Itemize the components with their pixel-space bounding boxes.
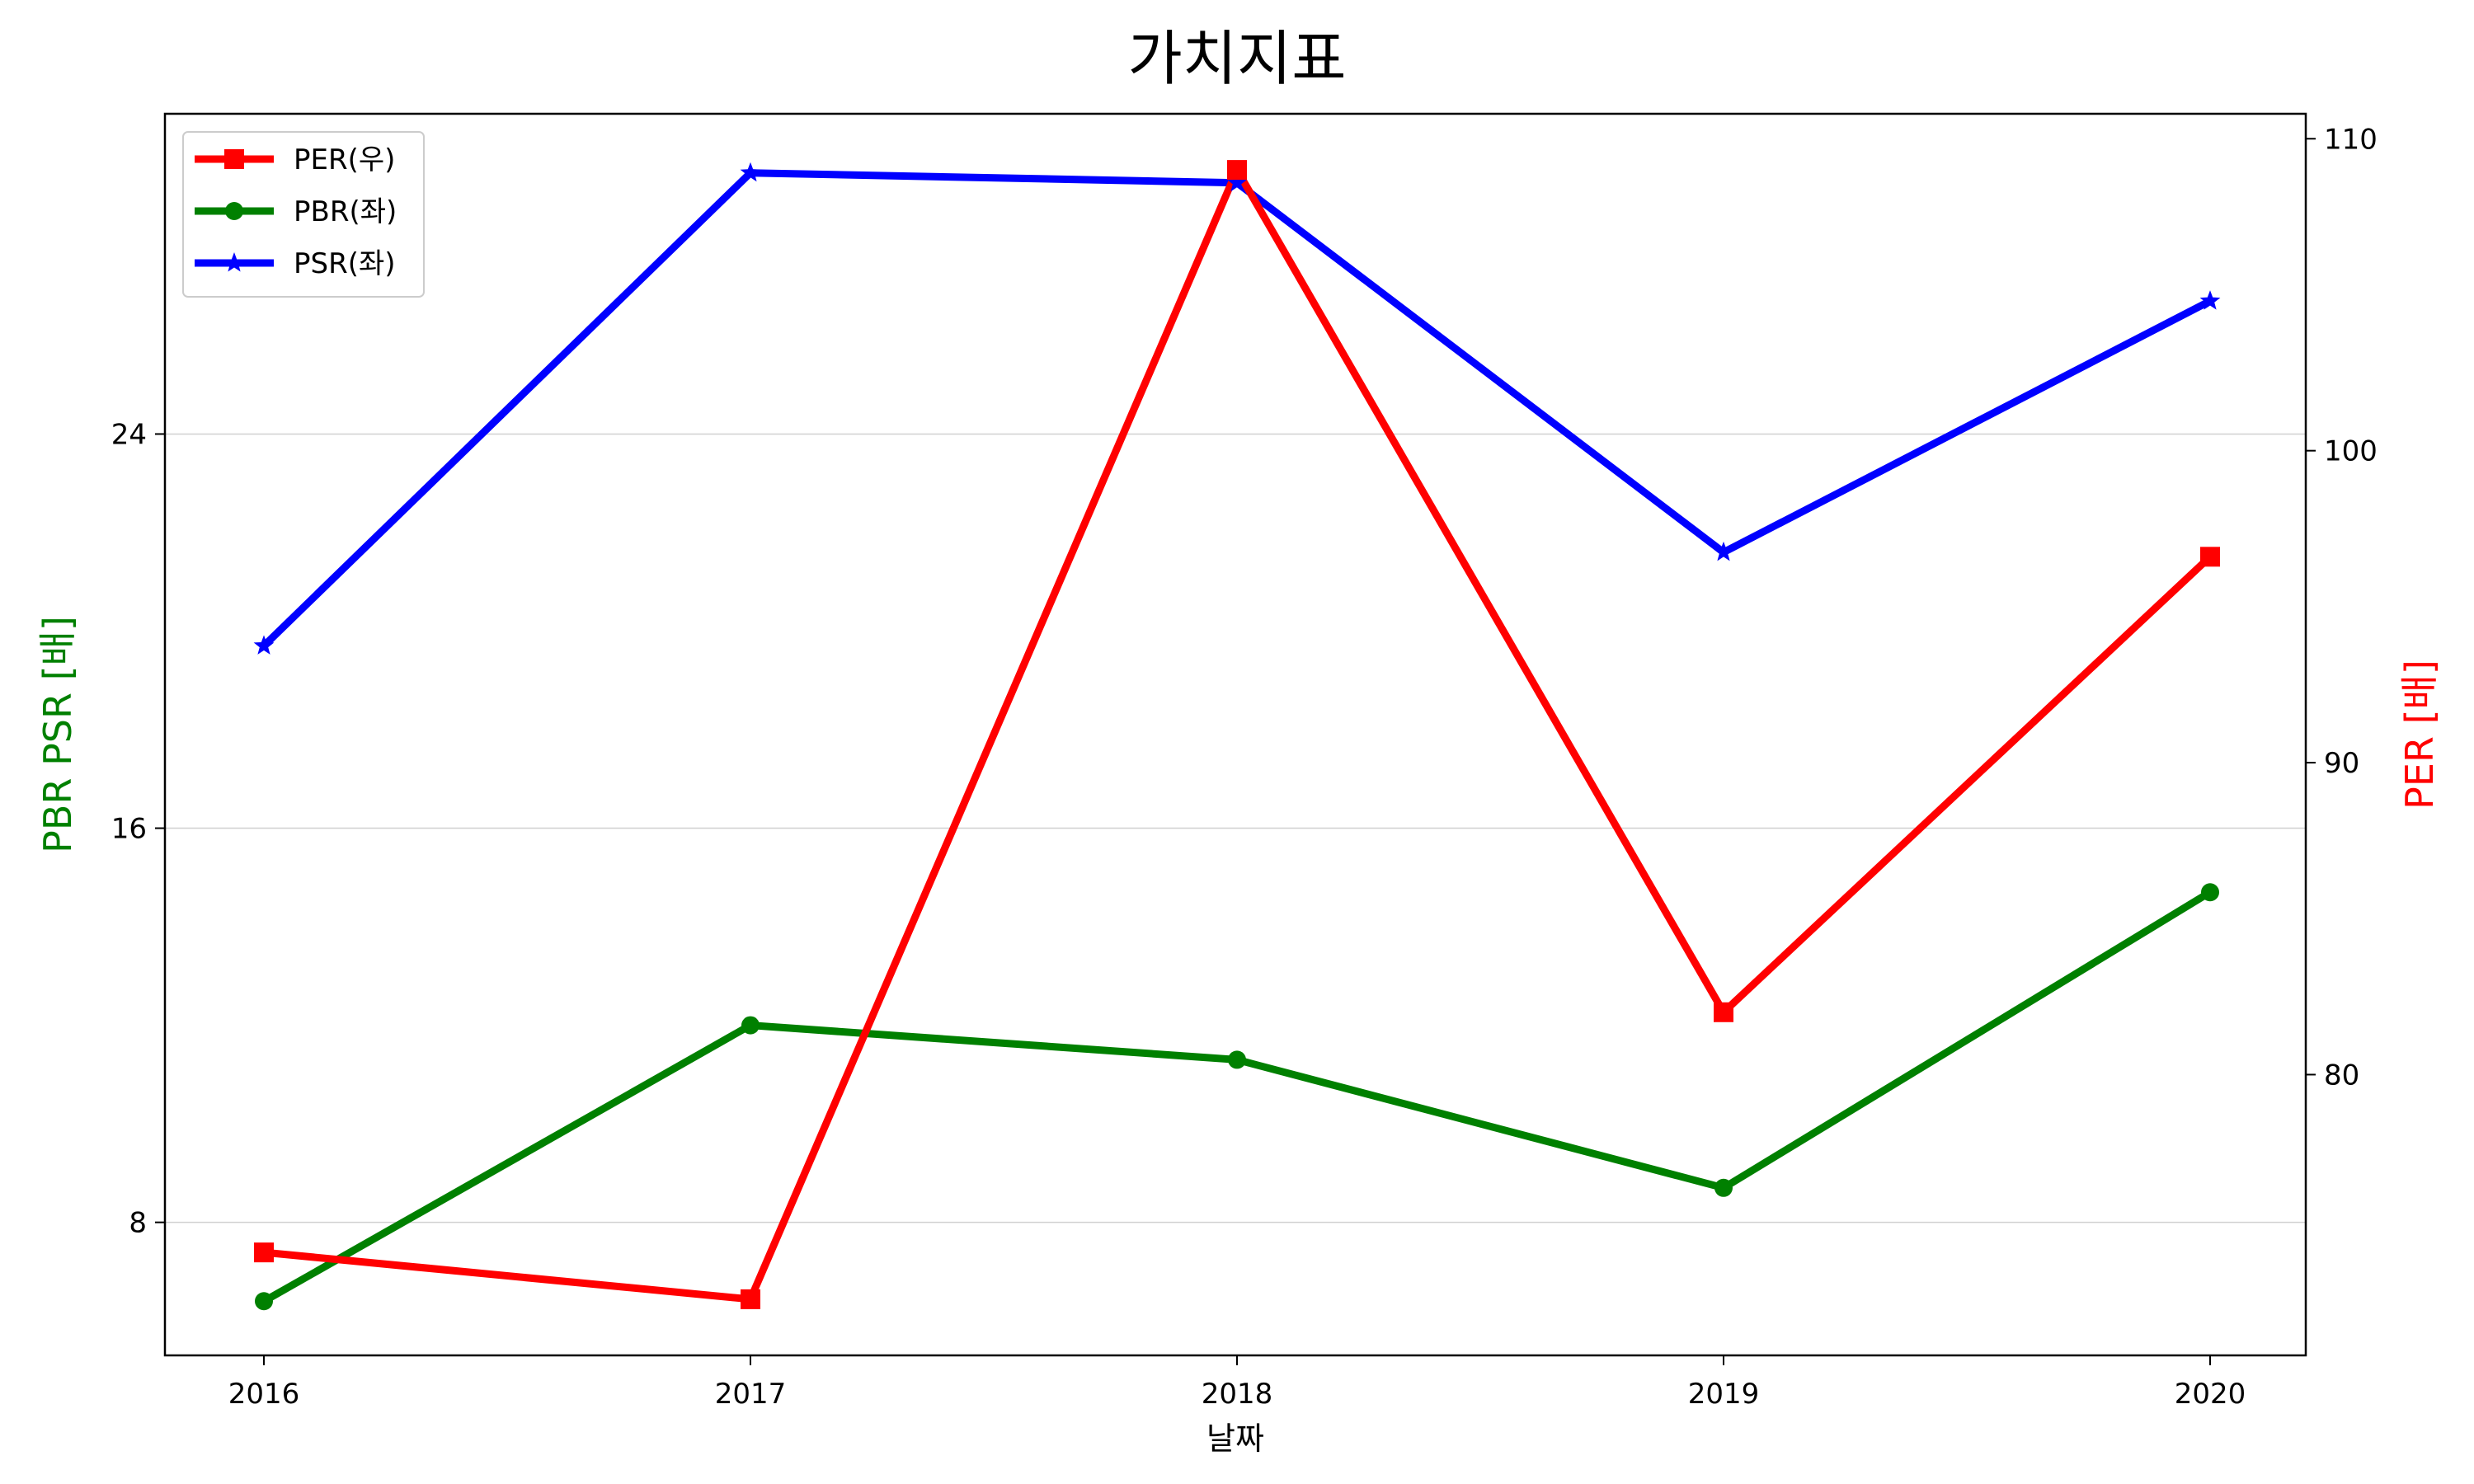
x-tick-label: 2016 xyxy=(228,1378,300,1411)
data-point xyxy=(2200,547,2220,567)
data-point xyxy=(1714,1178,1733,1197)
legend-label: PBR(좌) xyxy=(294,195,397,228)
y-right-tick-label: 80 xyxy=(2324,1059,2359,1092)
chart-title: 가치지표 xyxy=(1128,24,1347,93)
data-point xyxy=(741,1016,760,1035)
x-tick-label: 2020 xyxy=(2175,1378,2246,1411)
data-point xyxy=(1226,171,1248,192)
legend-marker xyxy=(223,252,245,272)
data-point xyxy=(254,1242,274,1263)
data-point xyxy=(740,162,761,182)
x-tick-label: 2018 xyxy=(1202,1378,1273,1411)
data-point xyxy=(255,1292,273,1311)
plot-frame xyxy=(163,112,2307,1357)
series-markers xyxy=(253,160,2221,1311)
legend-label: PER(우) xyxy=(294,143,395,176)
x-axis-label: 날짜 xyxy=(1206,1421,1264,1457)
data-point xyxy=(2201,883,2219,902)
data-point xyxy=(741,1289,760,1309)
legend-box xyxy=(182,131,425,298)
y-left-tick-label: 8 xyxy=(129,1207,147,1240)
data-point xyxy=(1713,541,1734,561)
data-point xyxy=(253,635,275,655)
y-left-tick-label: 24 xyxy=(111,418,147,451)
y-axis-right-label: PER [배] xyxy=(2397,660,2442,810)
y-right-tick-label: 110 xyxy=(2324,123,2378,156)
data-point xyxy=(2199,290,2221,310)
y-axis-left-label: PBR PSR [배] xyxy=(35,616,80,853)
data-point xyxy=(1228,1050,1246,1069)
x-tick-label: 2019 xyxy=(1688,1378,1760,1411)
legend-marker xyxy=(225,202,243,220)
data-point xyxy=(1227,160,1247,181)
y-right-tick-label: 100 xyxy=(2324,435,2378,468)
data-point xyxy=(1714,1002,1733,1022)
y-right-tick-label: 90 xyxy=(2324,747,2359,780)
axis-ticks: 8 16 24 80 90 100 110 2016 2017 2018 2019 2020 xyxy=(111,123,2378,1411)
y-left-tick-label: 16 xyxy=(111,813,147,846)
x-tick-label: 2017 xyxy=(715,1378,787,1411)
legend-marker xyxy=(224,149,244,169)
legend: PER(우) PBR(좌) PSR(좌) xyxy=(182,131,425,298)
legend-label: PSR(좌) xyxy=(294,247,396,280)
